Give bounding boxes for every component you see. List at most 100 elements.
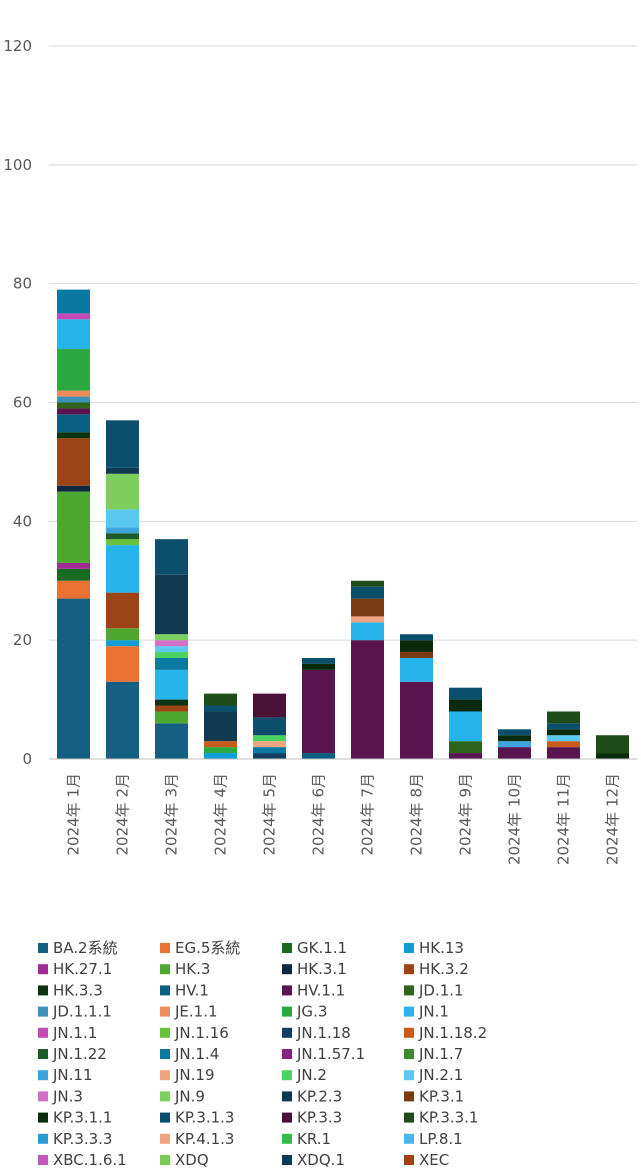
legend-label: EG.5系統 — [175, 939, 240, 957]
legend-item: KP.3.1.3 — [160, 1109, 234, 1127]
bar-segment — [400, 681, 433, 759]
bar-segment — [498, 741, 531, 748]
x-category-label: 2024年 7月 — [359, 773, 377, 856]
bar-segment — [498, 735, 531, 742]
bar-segment — [57, 438, 90, 486]
legend-item: HK.27.1 — [38, 960, 112, 978]
legend-swatch — [160, 1027, 170, 1038]
legend-item: KP.4.1.3 — [160, 1130, 234, 1148]
legend-item: KR.1 — [282, 1130, 331, 1148]
legend-swatch — [404, 1070, 414, 1081]
bar-segment — [498, 729, 531, 736]
legend-item: JN.1.18 — [282, 1024, 351, 1042]
legend-swatch — [404, 1006, 414, 1017]
bar-segment — [253, 747, 286, 754]
legend-label: JN.1.18 — [296, 1024, 351, 1042]
bar-segment — [302, 663, 335, 670]
legend-item: HK.13 — [404, 939, 464, 957]
legend-item: KP.3.1.1 — [38, 1109, 112, 1127]
bar-segment — [302, 753, 335, 759]
bar-segment — [106, 473, 139, 510]
bar-segment — [106, 640, 139, 647]
legend-item: JN.19 — [160, 1066, 215, 1084]
bar-segment — [57, 485, 90, 492]
bar-segment — [449, 711, 482, 742]
bar-segment — [106, 509, 139, 528]
legend-swatch — [282, 1091, 292, 1102]
legend-label: JN.2.1 — [418, 1066, 463, 1084]
legend-item: JN.3 — [38, 1087, 83, 1105]
legend-label: LP.8.1 — [419, 1130, 463, 1148]
bar-segment — [596, 735, 629, 754]
bar-segment — [253, 741, 286, 748]
bar-segment — [547, 729, 580, 736]
legend-swatch — [404, 1112, 414, 1123]
legend-item: HK.3 — [160, 960, 210, 978]
legend-label: XEC — [419, 1151, 449, 1169]
legend-label: HK.3.1 — [297, 960, 347, 978]
bar-segment — [449, 753, 482, 759]
bar-segment — [204, 741, 237, 748]
bar-segment — [57, 598, 90, 759]
legend-label: JN.1.4 — [174, 1045, 219, 1063]
legend-item: LP.8.1 — [404, 1130, 463, 1148]
legend-swatch — [404, 1155, 414, 1165]
bar-segment — [253, 753, 286, 759]
y-tick-label: 40 — [13, 512, 32, 530]
legend-item: KP.3.1 — [404, 1087, 464, 1105]
legend-label: XDQ — [175, 1151, 209, 1169]
bar-segment — [155, 646, 188, 653]
bar-segment — [155, 539, 188, 575]
legend-item: HV.1 — [160, 981, 209, 999]
legend-label: BA.2系統 — [53, 939, 118, 957]
bar-segment — [400, 634, 433, 641]
bar-segment — [204, 711, 237, 742]
legend-item: JG.3 — [282, 1003, 327, 1021]
bar-segment — [302, 657, 335, 664]
bar-segment — [204, 753, 237, 759]
legend-item: BA.2系統 — [38, 939, 118, 957]
bar-segment — [106, 539, 139, 546]
legend-label: KP.3.3 — [297, 1109, 342, 1127]
bar-segment — [400, 640, 433, 653]
legend-item: GK.1.1 — [282, 939, 347, 957]
legend-swatch — [160, 1133, 170, 1144]
bar-segment — [547, 747, 580, 759]
legend-label: GK.1.1 — [297, 939, 347, 957]
legend-swatch — [404, 1049, 414, 1059]
legend-swatch — [160, 1155, 170, 1165]
legend-label: JE.1.1 — [174, 1003, 218, 1021]
legend-label: JN.11 — [52, 1066, 93, 1084]
legend-label: KR.1 — [297, 1130, 331, 1148]
legend-item: EG.5系統 — [160, 939, 240, 957]
bar-segment — [57, 402, 90, 409]
legend-swatch — [160, 964, 170, 975]
bar-segment — [253, 735, 286, 742]
bar-segment — [155, 723, 188, 759]
legend-label: HK.3 — [175, 960, 210, 978]
legend-label: JN.19 — [174, 1066, 215, 1084]
legend-label: JN.1.7 — [418, 1045, 463, 1063]
bar-segment — [57, 289, 90, 314]
legend-item: JD.1.1 — [404, 981, 464, 999]
bar-segment — [302, 669, 335, 754]
y-tick-label: 120 — [3, 37, 32, 55]
bar-segment — [57, 349, 90, 391]
legend-label: JN.1.57.1 — [296, 1045, 365, 1063]
legend: BA.2系統 EG.5系統 GK.1.1 HK.13 HK.27.1 HK.3 HK.3.1… — [38, 939, 487, 1169]
legend-item: JD.1.1.1 — [38, 1003, 112, 1021]
x-category-label: 2024年 2月 — [114, 773, 132, 856]
bar-segment — [57, 491, 90, 563]
legend-label: KP.2.3 — [297, 1087, 342, 1105]
bar-segment — [57, 319, 90, 350]
bar-segment — [351, 586, 384, 599]
bar-segment — [106, 681, 139, 759]
bar-segment — [253, 693, 286, 718]
legend-item: JN.1.57.1 — [282, 1045, 365, 1063]
legend-label: KP.3.1.3 — [175, 1109, 234, 1127]
bar-segment — [204, 693, 237, 706]
x-category-label: 2024年 9月 — [457, 773, 475, 856]
legend-item: HV.1.1 — [282, 981, 345, 999]
bar-segment — [596, 753, 629, 759]
